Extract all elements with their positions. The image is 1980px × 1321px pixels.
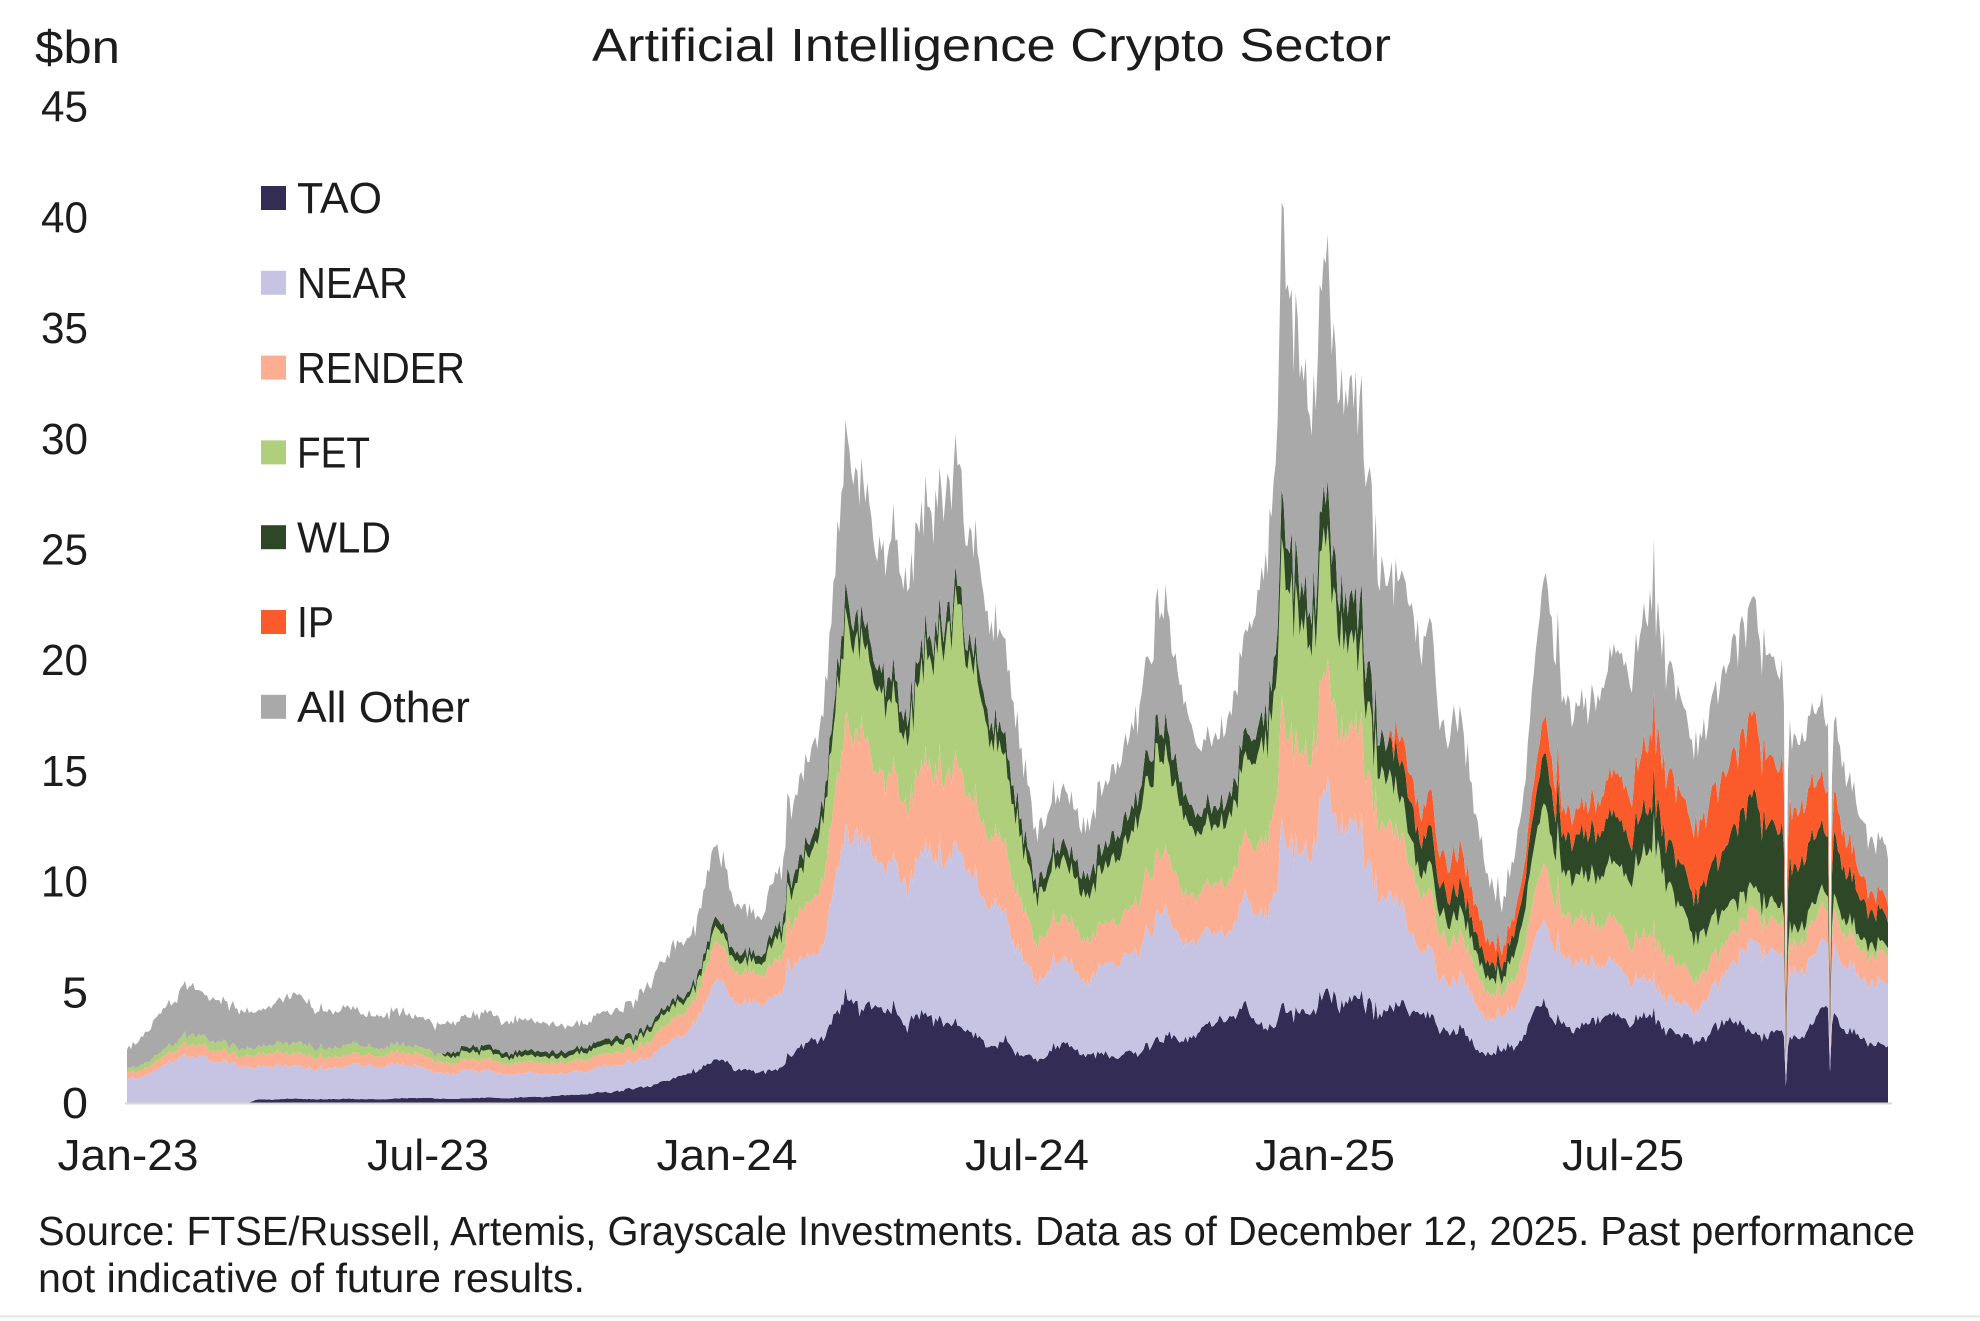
svg-text:35: 35 — [41, 304, 88, 353]
svg-text:Source: FTSE/Russell, Artemis,: Source: FTSE/Russell, Artemis, Grayscale… — [38, 1208, 1915, 1254]
svg-text:30: 30 — [41, 415, 88, 464]
svg-text:not indicative of future resul: not indicative of future results. — [38, 1255, 585, 1301]
svg-text:45: 45 — [41, 83, 88, 132]
svg-text:Jul-25: Jul-25 — [1562, 1131, 1684, 1180]
svg-text:NEAR: NEAR — [297, 259, 408, 308]
svg-text:Artificial Intelligence Crypto: Artificial Intelligence Crypto Sector — [592, 19, 1391, 71]
svg-text:5: 5 — [62, 968, 88, 1017]
svg-text:Jan-24: Jan-24 — [657, 1131, 798, 1180]
svg-text:RENDER: RENDER — [297, 344, 465, 393]
svg-text:10: 10 — [41, 858, 88, 907]
svg-text:Jul-23: Jul-23 — [367, 1131, 489, 1180]
svg-text:$bn: $bn — [35, 21, 120, 73]
svg-text:15: 15 — [41, 747, 88, 796]
svg-text:20: 20 — [41, 636, 88, 685]
svg-text:All Other: All Other — [297, 683, 470, 732]
svg-text:40: 40 — [41, 193, 88, 242]
svg-text:Jan-23: Jan-23 — [58, 1131, 199, 1180]
svg-text:Jul-24: Jul-24 — [965, 1131, 1089, 1180]
svg-text:TAO: TAO — [297, 174, 382, 223]
svg-text:0: 0 — [62, 1079, 88, 1128]
svg-text:FET: FET — [297, 429, 370, 478]
svg-text:IP: IP — [297, 598, 334, 647]
svg-text:25: 25 — [41, 526, 88, 575]
svg-text:Jan-25: Jan-25 — [1255, 1131, 1395, 1180]
svg-text:WLD: WLD — [297, 513, 391, 562]
